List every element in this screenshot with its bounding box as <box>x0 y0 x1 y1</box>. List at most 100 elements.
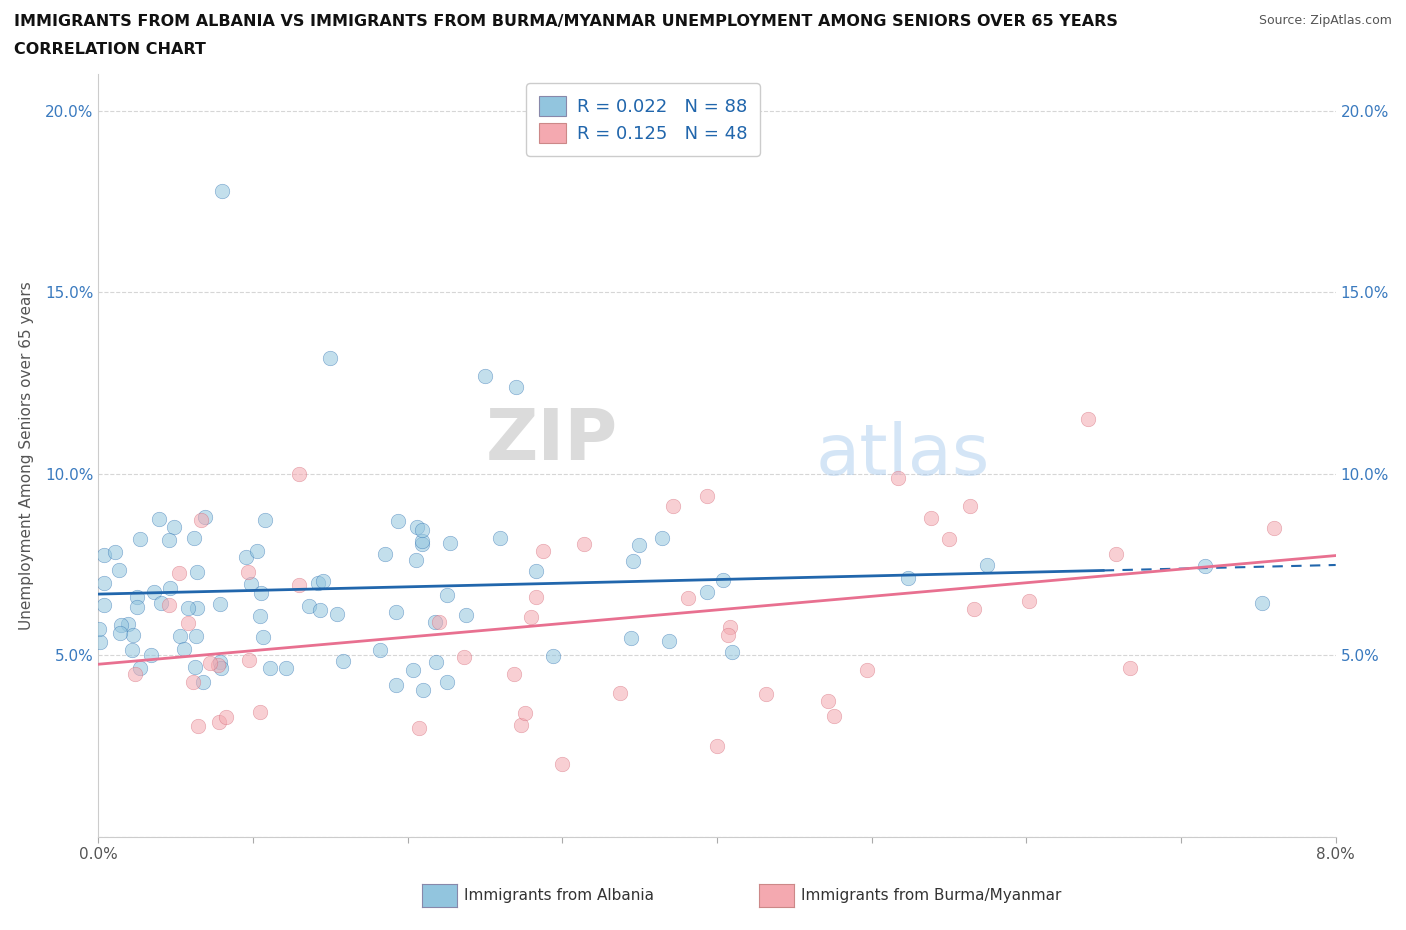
Point <box>127 590 149 604</box>
Point <box>129 532 152 547</box>
Point <box>696 584 718 599</box>
Point <box>963 602 986 617</box>
Point <box>149 595 172 610</box>
Point <box>238 653 260 668</box>
Point <box>373 546 395 561</box>
Point <box>627 538 650 552</box>
Point <box>1118 661 1140 676</box>
Point <box>181 674 204 689</box>
Point <box>169 629 191 644</box>
Point <box>406 519 429 534</box>
Point <box>436 674 458 689</box>
Point <box>117 617 139 631</box>
Point <box>157 532 180 547</box>
Point <box>110 618 132 632</box>
Point <box>524 564 547 578</box>
Point <box>194 509 217 524</box>
Point <box>254 512 277 527</box>
Point <box>209 661 232 676</box>
Point <box>620 631 643 645</box>
Point <box>157 597 180 612</box>
Point <box>453 650 475 665</box>
Point <box>651 531 673 546</box>
Point <box>621 553 644 568</box>
Point <box>124 667 146 682</box>
Point <box>551 757 574 772</box>
Point <box>108 625 131 640</box>
Point <box>143 585 166 600</box>
Point <box>662 498 685 513</box>
Point <box>405 552 427 567</box>
Point <box>249 609 271 624</box>
Point <box>721 644 744 659</box>
Point <box>1250 596 1272 611</box>
Point <box>252 630 274 644</box>
Point <box>93 548 115 563</box>
Point <box>755 687 778 702</box>
Point <box>249 704 271 719</box>
Point <box>387 513 409 528</box>
Point <box>288 467 311 482</box>
Point <box>236 565 259 580</box>
Point <box>368 643 391 658</box>
Point <box>186 600 208 615</box>
Point <box>425 615 447 630</box>
Point <box>129 660 152 675</box>
Point <box>108 563 131 578</box>
Point <box>572 537 595 551</box>
Point <box>246 544 269 559</box>
Point <box>193 674 215 689</box>
Point <box>502 667 524 682</box>
Point <box>411 537 433 551</box>
Point <box>183 659 205 674</box>
Point <box>163 519 186 534</box>
Point <box>259 660 281 675</box>
Point <box>208 714 231 729</box>
Point <box>121 643 143 658</box>
Point <box>167 565 190 580</box>
Point <box>93 598 115 613</box>
Point <box>658 633 681 648</box>
Point <box>411 522 433 537</box>
Point <box>474 368 496 383</box>
Point <box>609 685 631 700</box>
Text: atlas: atlas <box>815 421 990 490</box>
Point <box>425 655 447 670</box>
Text: IMMIGRANTS FROM ALBANIA VS IMMIGRANTS FROM BURMA/MYANMAR UNEMPLOYMENT AMONG SENI: IMMIGRANTS FROM ALBANIA VS IMMIGRANTS FR… <box>14 14 1118 29</box>
Point <box>239 577 262 591</box>
Point <box>513 706 536 721</box>
Point <box>817 694 839 709</box>
Point <box>1263 521 1285 536</box>
Point <box>436 588 458 603</box>
Point <box>186 629 208 644</box>
Point <box>235 550 257 565</box>
Point <box>510 717 533 732</box>
Point <box>186 565 208 579</box>
Point <box>312 574 335 589</box>
Point <box>696 488 718 503</box>
Point <box>93 576 115 591</box>
Point <box>385 604 408 619</box>
Point <box>332 654 354 669</box>
Point <box>938 532 960 547</box>
Point <box>276 660 298 675</box>
Point <box>427 615 450 630</box>
Point <box>177 600 200 615</box>
Text: ZIP: ZIP <box>486 406 619 475</box>
Point <box>676 591 699 605</box>
Point <box>411 534 433 549</box>
Point <box>250 586 273 601</box>
Point <box>319 351 342 365</box>
Point <box>976 558 998 573</box>
Point <box>309 603 332 618</box>
Point <box>139 647 162 662</box>
Point <box>823 709 845 724</box>
Point <box>505 379 527 394</box>
Point <box>209 654 232 669</box>
Point <box>125 599 148 614</box>
Point <box>408 721 430 736</box>
Point <box>896 570 918 585</box>
Point <box>298 599 321 614</box>
Point <box>385 678 408 693</box>
Point <box>1077 412 1099 427</box>
